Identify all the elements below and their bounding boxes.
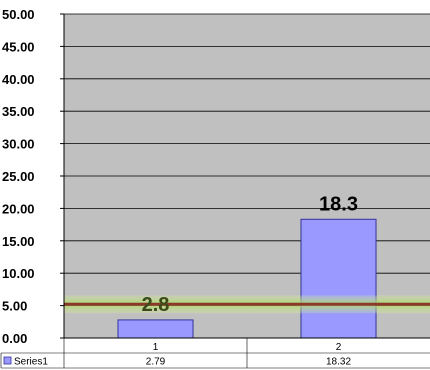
bar bbox=[300, 218, 377, 339]
y-tick-label: 35.00 bbox=[2, 104, 35, 119]
legend-key bbox=[3, 356, 12, 365]
table-value: 2.79 bbox=[146, 357, 166, 368]
y-tick-label: 45.00 bbox=[2, 39, 35, 54]
table-value: 18.32 bbox=[326, 357, 351, 368]
y-tick-label: 15.00 bbox=[2, 234, 35, 249]
data-label: 18.3 bbox=[319, 193, 358, 215]
bars bbox=[117, 218, 377, 339]
x-category-label: 2 bbox=[336, 342, 342, 353]
y-tick-label: 40.00 bbox=[2, 72, 35, 87]
data-table: 1 2 Series1 2.79 18.32 bbox=[0, 338, 430, 369]
data-label: 2.8 bbox=[142, 294, 170, 316]
data-labels: 2.8 18.3 bbox=[142, 193, 358, 316]
gridlines bbox=[64, 13, 430, 307]
y-axis-ticks: 0.00 5.00 10.00 15.00 20.00 25.00 30.00 35.00 40… bbox=[2, 7, 64, 346]
y-tick-label: 50.00 bbox=[2, 7, 35, 22]
series-name: Series1 bbox=[14, 357, 48, 368]
bar bbox=[117, 319, 194, 339]
y-tick-label: 5.00 bbox=[2, 299, 27, 314]
y-tick-label: 0.00 bbox=[2, 331, 27, 346]
reference-line bbox=[64, 295, 430, 314]
y-tick-label: 20.00 bbox=[2, 201, 35, 216]
y-tick-label: 25.00 bbox=[2, 169, 35, 184]
y-tick-label: 30.00 bbox=[2, 137, 35, 152]
y-tick-label: 10.00 bbox=[2, 266, 35, 281]
x-category-label: 1 bbox=[153, 342, 159, 353]
